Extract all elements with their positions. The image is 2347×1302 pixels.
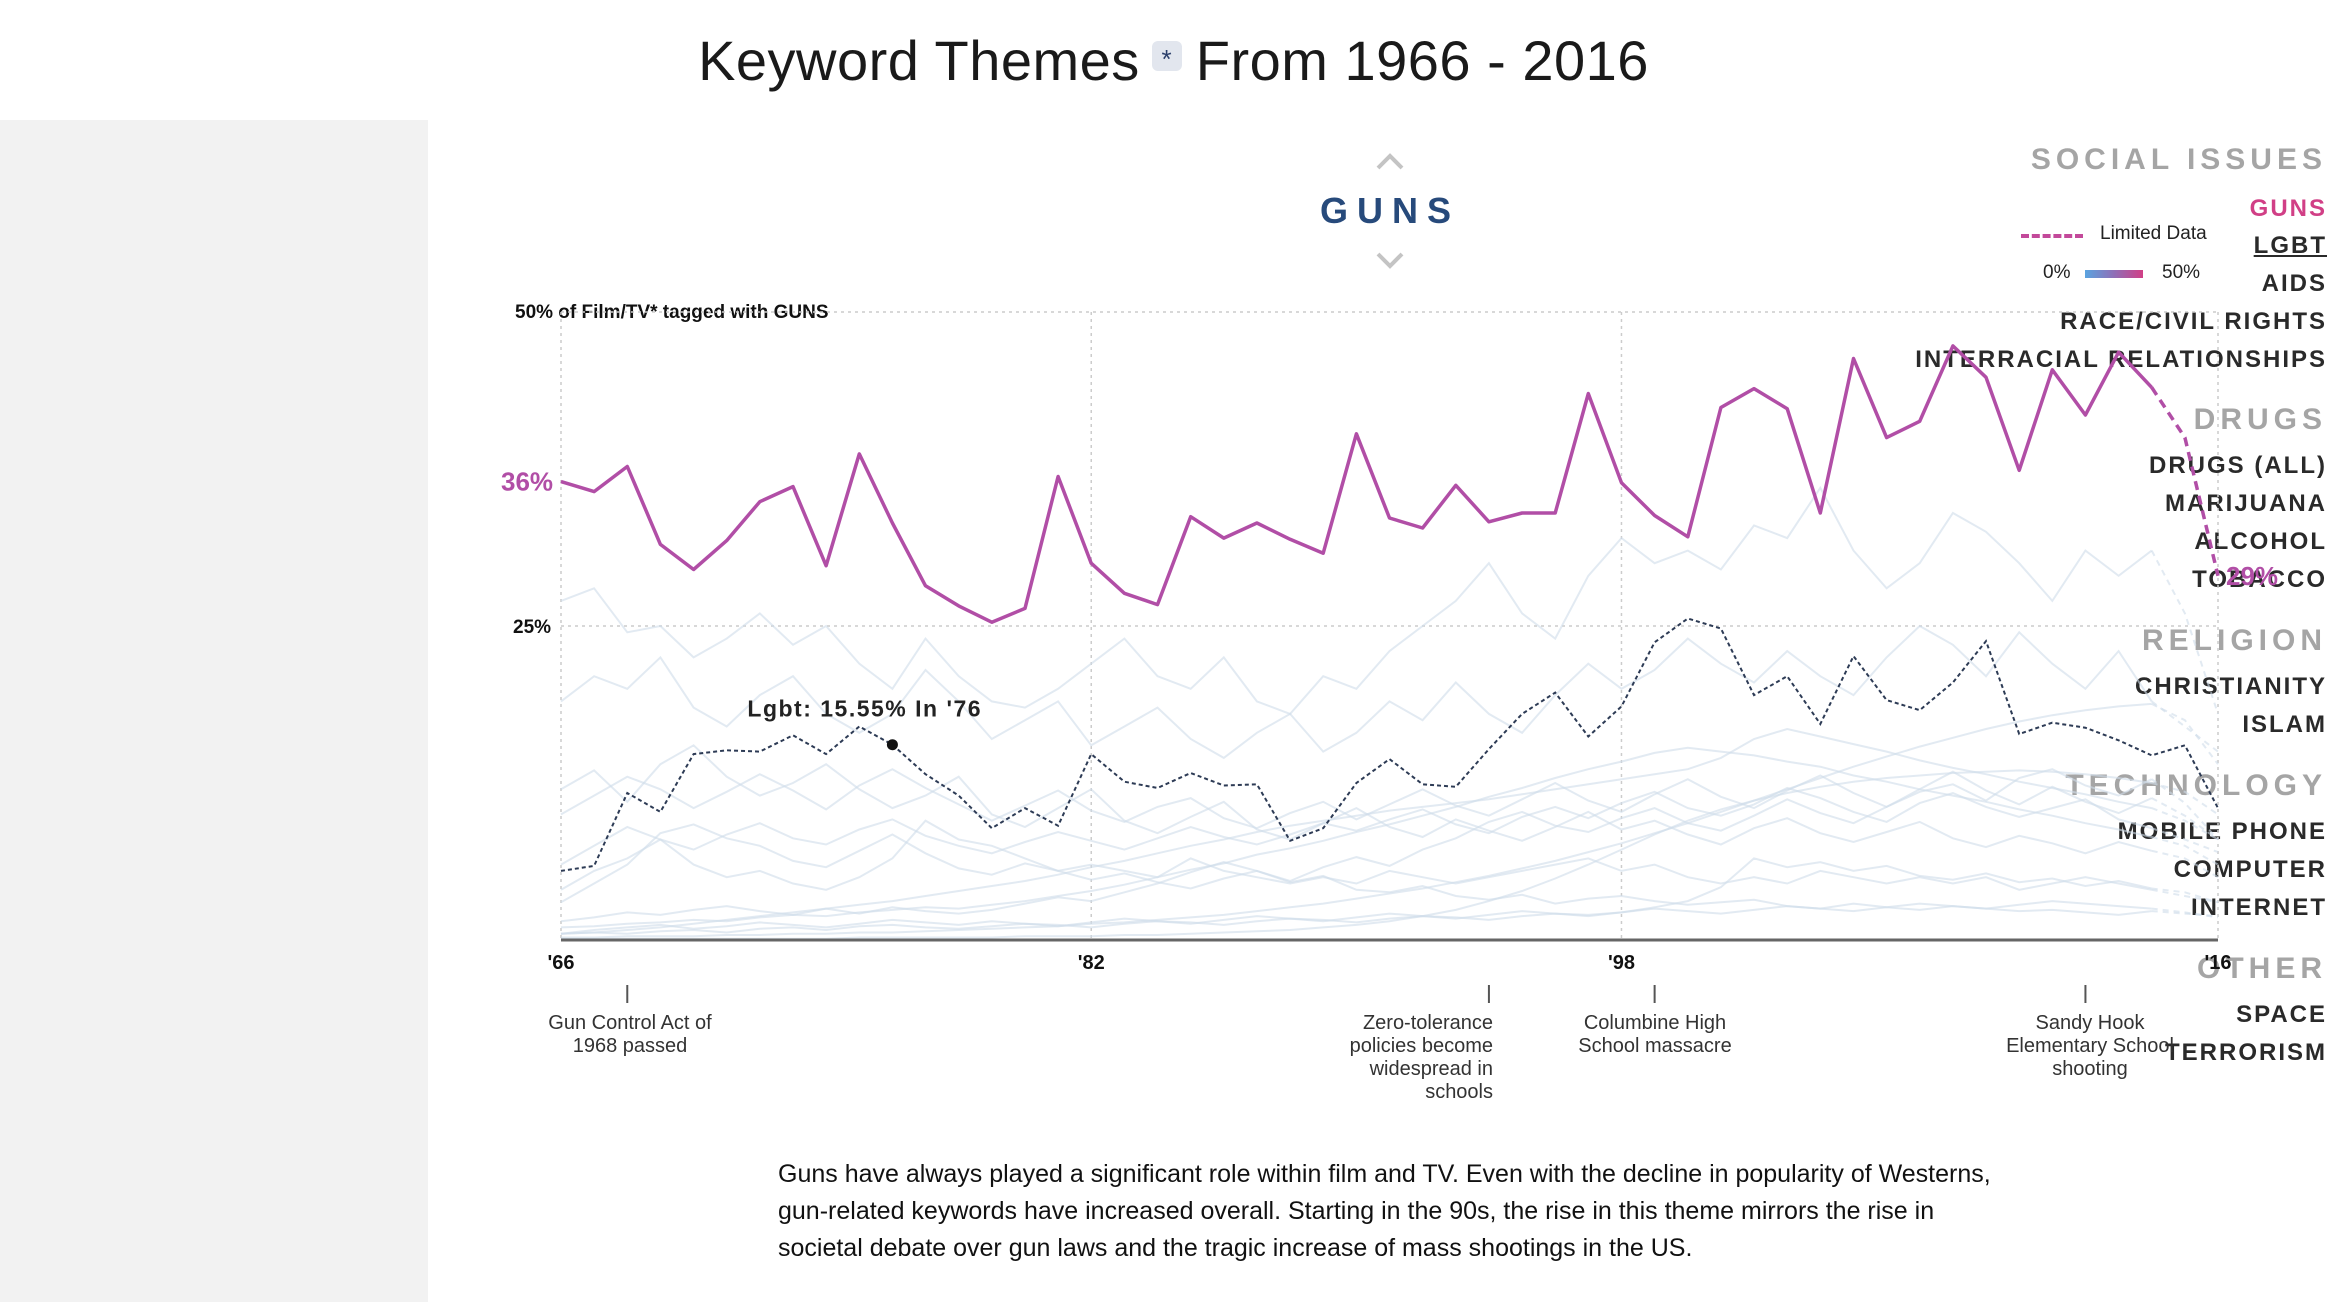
sidebar-category-other: OTHER <box>2197 952 2327 985</box>
sidebar-item-guns[interactable]: GUNS <box>2249 195 2327 222</box>
sidebar-category-social-issues: SOCIAL ISSUES <box>2030 143 2327 176</box>
series-line-interracial-relationships[interactable] <box>560 900 2152 935</box>
x-tick-label: '82 <box>1078 952 1105 974</box>
series-line-guns[interactable] <box>560 344 2153 624</box>
event-label-2012: Sandy Hook Elementary School shooting <box>2006 1012 2174 1080</box>
series-line-terrorism-limited[interactable] <box>2151 807 2219 841</box>
series-line-computer-limited[interactable] <box>2151 836 2219 866</box>
legend-gradient <box>2085 270 2143 278</box>
series-line-tobacco[interactable] <box>560 744 2152 855</box>
legend-dashed-line <box>2021 234 2083 238</box>
series-line-christianity-limited[interactable] <box>2151 797 2219 841</box>
theme-title: GUNS <box>1319 190 1460 231</box>
tooltip-label: Lgbt: 15.55% In '76 <box>747 696 982 722</box>
sidebar-item-drugs-all[interactable]: DRUGS (ALL) <box>2149 452 2327 479</box>
description-text: Guns have always played a significant ro… <box>778 1160 1991 1262</box>
sidebar-item-internet[interactable]: INTERNET <box>2191 894 2327 921</box>
series-line-marijuana-limited[interactable] <box>2151 778 2219 841</box>
sidebar-item-lgbt[interactable]: LGBT <box>2253 232 2327 259</box>
series-line-mobile-phone[interactable] <box>561 702 2152 939</box>
sidebar-category-technology: TECHNOLOGY <box>2065 769 2327 802</box>
y-tick-label-25: 25% <box>513 617 551 638</box>
start-value-label: 36% <box>501 467 553 497</box>
series-line-terrorism[interactable] <box>560 727 2152 935</box>
series-line-tobacco-limited[interactable] <box>2151 849 2219 879</box>
end-value-label: 29% <box>2226 561 2278 591</box>
series-line-internet-limited[interactable] <box>2151 782 2219 816</box>
series-line-drugs-all[interactable] <box>560 485 2153 716</box>
series-line-lgbt[interactable] <box>560 617 2219 872</box>
chevron-down-icon[interactable] <box>1374 244 1406 276</box>
chevron-up-icon[interactable] <box>1374 146 1406 178</box>
x-tick-label: '16 <box>2204 952 2231 974</box>
event-label-1994: Zero-tolerance policies become widesprea… <box>1349 1012 1493 1103</box>
sidebar-item-marijuana[interactable]: MARIJUANA <box>2165 490 2327 517</box>
sidebar-item-tobacco[interactable]: TOBACCO <box>2192 566 2327 593</box>
page-title-part1: Keyword Themes <box>698 29 1140 92</box>
page-title-part2: From 1966 - 2016 <box>1195 29 1649 92</box>
sidebar-item-islam[interactable]: ISLAM <box>2242 711 2327 738</box>
sidebar-item-space[interactable]: SPACE <box>2236 1001 2327 1028</box>
series-line-race-civil-rights[interactable] <box>560 786 2152 866</box>
page-title: Keyword Themes * From 1966 - 2016 <box>0 28 2347 93</box>
sidebar-item-christianity[interactable]: CHRISTIANITY <box>2135 673 2327 700</box>
sidebar-category-drugs: DRUGS <box>2193 403 2327 436</box>
asterisk-badge[interactable]: * <box>1151 41 1182 74</box>
event-label-1999: Columbine High School massacre <box>1578 1012 1732 1057</box>
sidebar-item-computer[interactable]: COMPUTER <box>2173 856 2327 883</box>
sidebar-item-interracial-relationships[interactable]: INTERRACIAL RELATIONSHIPS <box>1915 346 2327 373</box>
sidebar-item-terrorism[interactable]: TERRORISM <box>2165 1039 2327 1066</box>
legend-max-label: 50% <box>2162 262 2201 283</box>
x-tick-label: '66 <box>547 952 574 974</box>
series-line-christianity[interactable] <box>560 768 2153 830</box>
event-label-1968: Gun Control Act of 1968 passed <box>548 1012 712 1057</box>
series-line-space-limited[interactable] <box>2151 888 2219 904</box>
legend-min-label: 0% <box>2043 262 2071 283</box>
series-line-race-civil-rights-limited[interactable] <box>2151 827 2219 854</box>
legend-limited-data-label: Limited Data <box>2100 223 2207 244</box>
sidebar-item-alcohol[interactable]: ALCOHOL <box>2194 528 2327 555</box>
series-line-mobile-phone-limited[interactable] <box>2151 703 2219 765</box>
series-line-islam[interactable] <box>560 857 2152 935</box>
series-line-drugs-all-limited[interactable] <box>2150 550 2219 715</box>
x-tick-label: '98 <box>1608 952 1635 974</box>
series-line-islam-limited[interactable] <box>2151 887 2219 904</box>
sidebar <box>0 120 428 1302</box>
tooltip-marker <box>886 739 898 751</box>
series-line-space[interactable] <box>560 819 2152 891</box>
sidebar-category-religion: RELIGION <box>2141 624 2327 657</box>
sidebar-item-aids[interactable]: AIDS <box>2261 270 2327 297</box>
y-axis-title: 50% of Film/TV* tagged with GUNS <box>515 302 829 323</box>
series-line-guns-limited[interactable] <box>2150 386 2220 577</box>
sidebar-item-mobile-phone[interactable]: MOBILE PHONE <box>2117 818 2327 845</box>
series-line-alcohol[interactable] <box>560 624 2153 760</box>
series-line-computer[interactable] <box>560 746 2152 929</box>
series-line-marijuana[interactable] <box>560 768 2153 904</box>
series-line-interracial-relationships-limited[interactable] <box>2151 907 2219 919</box>
